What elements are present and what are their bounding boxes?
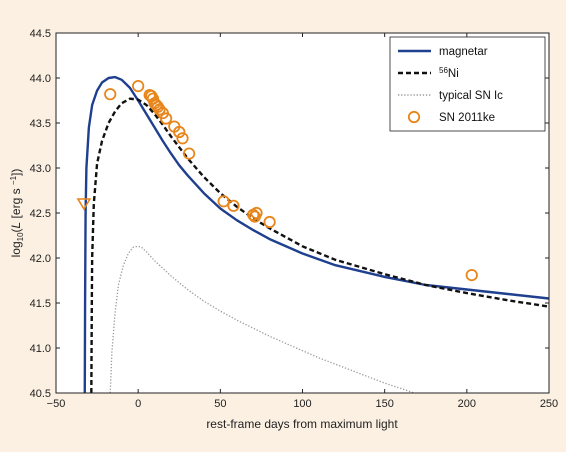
observation-point [160, 112, 173, 125]
series-line-56ni [90, 97, 550, 394]
y-axis-label: log10(L [erg s −1]) [9, 169, 25, 258]
legend-label-ni: 56Ni [439, 66, 459, 80]
x-tick-label: 200 [458, 398, 476, 410]
observation-point [104, 88, 117, 101]
observation-point [465, 268, 478, 282]
observation-point [217, 195, 230, 208]
upper-limit-marker [76, 198, 92, 211]
observation-point [176, 132, 189, 145]
observation-point [227, 199, 240, 212]
observation-points [76, 80, 478, 282]
x-tick-label: −50 [47, 398, 66, 410]
x-tick-label: 250 [540, 398, 558, 410]
legend-box [389, 36, 546, 132]
y-tick-label: 44.5 [30, 28, 51, 40]
plot-frame [55, 32, 550, 394]
x-tick-label: 50 [214, 398, 226, 410]
legend-label-sn2011ke: SN 2011ke [439, 112, 495, 124]
y-tick-label: 44.0 [30, 73, 51, 85]
y-tick-label: 40.5 [30, 388, 51, 400]
y-tick-labels: 40.5 41.0 41.5 42.0 42.5 43.0 43.5 44.0 44.5 [30, 28, 51, 400]
legend-label-typical-ic: typical SN Ic [439, 90, 503, 102]
y-tick-label: 42.5 [30, 208, 51, 220]
observation-point [153, 103, 166, 116]
observation-point [173, 125, 186, 139]
legend-marker-sn2011ke [407, 110, 421, 124]
y-tick-label: 41.5 [30, 298, 51, 310]
series-layer [83, 75, 550, 394]
x-axis-label: rest-frame days from maximum light [206, 417, 398, 431]
y-tick-label: 43.5 [30, 118, 51, 130]
x-tick-label: 100 [293, 398, 311, 410]
legend: magnetar 56Ni typical SN Ic SN 2011ke [389, 36, 546, 132]
x-tick-labels: −50 0 50 100 150 200 250 [47, 398, 559, 410]
observation-point [250, 206, 263, 220]
y-tick-label: 42.0 [30, 253, 51, 265]
x-tick-label: 0 [135, 398, 141, 410]
y-tick-label: 43.0 [30, 163, 51, 175]
observation-point [183, 147, 196, 160]
observation-point [132, 80, 145, 93]
observation-point [263, 215, 276, 229]
legend-label-magnetar: magnetar [439, 46, 488, 58]
y-tick-label: 41.0 [30, 343, 51, 355]
series-line-magnetar [83, 75, 550, 394]
x-tick-label: 150 [375, 398, 393, 410]
